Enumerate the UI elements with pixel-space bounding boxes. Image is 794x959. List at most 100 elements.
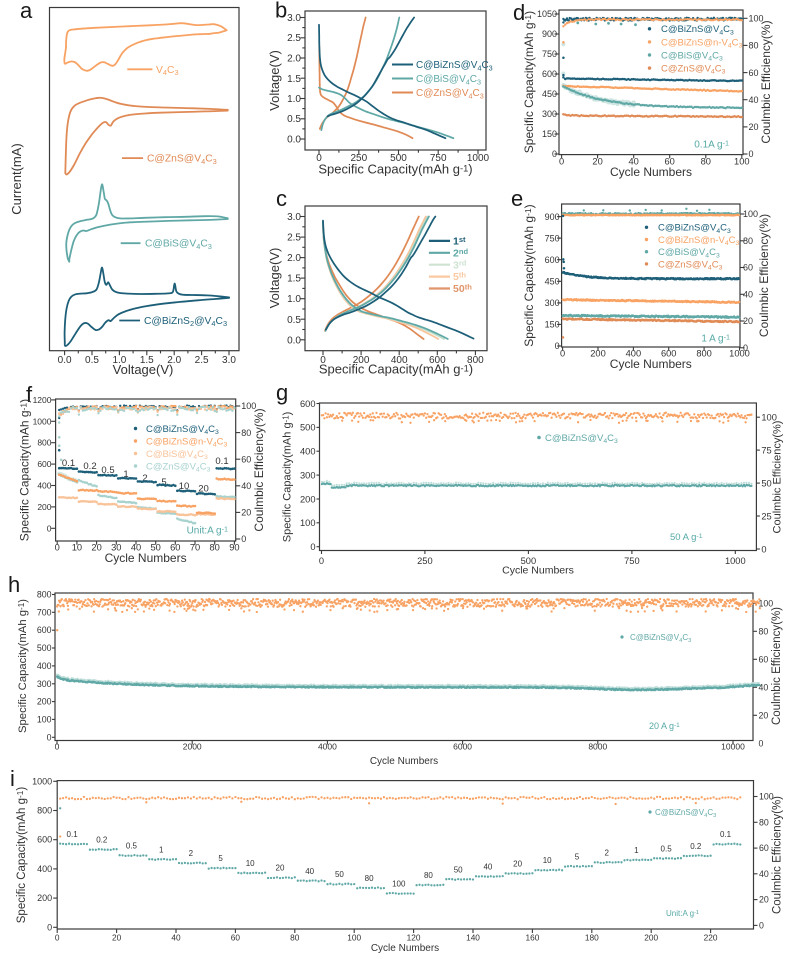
svg-text:i: i [10, 766, 15, 791]
svg-text:0: 0 [310, 542, 315, 552]
svg-text:600: 600 [37, 835, 52, 845]
svg-text:100: 100 [347, 933, 361, 943]
svg-text:40: 40 [305, 867, 314, 876]
svg-text:180: 180 [585, 933, 599, 943]
svg-text:140: 140 [466, 933, 480, 943]
svg-text:100: 100 [241, 401, 256, 411]
svg-text:1: 1 [159, 845, 164, 854]
svg-text:1.5: 1.5 [140, 355, 154, 366]
svg-text:3.0: 3.0 [287, 13, 301, 24]
svg-text:600: 600 [37, 625, 52, 635]
svg-text:Current(mA): Current(mA) [9, 143, 24, 215]
svg-text:0: 0 [241, 534, 246, 544]
svg-text:60: 60 [759, 654, 769, 664]
svg-text:0: 0 [555, 341, 560, 351]
svg-text:500: 500 [390, 153, 407, 164]
svg-text:C@BiZnS@n-V4C3: C@BiZnS@n-V4C3 [661, 37, 743, 49]
svg-text:450: 450 [542, 89, 557, 99]
svg-text:2.0: 2.0 [287, 253, 301, 264]
svg-text:0: 0 [761, 544, 766, 554]
svg-text:20: 20 [743, 316, 753, 326]
svg-text:g: g [276, 380, 288, 405]
svg-text:10: 10 [179, 481, 190, 492]
svg-text:50: 50 [761, 478, 771, 488]
svg-text:250: 250 [417, 556, 433, 566]
svg-text:Coulmbic Efficiency(%): Coulmbic Efficiency(%) [759, 20, 773, 143]
svg-text:1: 1 [123, 469, 128, 480]
svg-text:0.5: 0.5 [661, 844, 673, 853]
svg-text:20: 20 [112, 933, 122, 943]
svg-text:500: 500 [37, 643, 52, 653]
svg-text:200: 200 [300, 494, 316, 504]
svg-text:C@BiS@V4C3: C@BiS@V4C3 [145, 239, 212, 251]
svg-text:2.0: 2.0 [287, 54, 301, 65]
svg-text:300: 300 [545, 298, 560, 308]
svg-text:0: 0 [759, 920, 764, 930]
svg-text:0.1: 0.1 [62, 458, 75, 469]
svg-text:80: 80 [743, 236, 753, 246]
svg-text:200: 200 [644, 933, 658, 943]
svg-text:Cycle Numbers: Cycle Numbers [105, 551, 187, 565]
svg-text:80: 80 [749, 41, 759, 51]
svg-text:50: 50 [151, 543, 161, 553]
svg-text:40: 40 [171, 933, 181, 943]
svg-text:800: 800 [37, 438, 51, 448]
svg-text:100: 100 [761, 413, 777, 423]
svg-text:100: 100 [743, 209, 758, 219]
svg-text:750: 750 [542, 49, 557, 59]
svg-text:700: 700 [37, 607, 52, 617]
svg-text:2.5: 2.5 [287, 233, 301, 244]
svg-text:400: 400 [37, 481, 51, 491]
svg-text:C@ZnS@V4C3: C@ZnS@V4C3 [146, 461, 211, 473]
svg-text:3.0: 3.0 [222, 355, 236, 366]
svg-text:0.1: 0.1 [720, 830, 732, 839]
svg-text:Cycle Numbers: Cycle Numbers [370, 756, 438, 767]
svg-text:80: 80 [241, 428, 251, 438]
svg-text:2: 2 [604, 849, 609, 858]
svg-text:1 A g-1: 1 A g-1 [701, 332, 730, 344]
svg-text:0.5: 0.5 [126, 842, 138, 851]
svg-text:20: 20 [759, 895, 769, 905]
svg-text:600: 600 [661, 349, 677, 359]
svg-text:200: 200 [590, 349, 606, 359]
svg-text:200: 200 [37, 502, 51, 512]
svg-text:600: 600 [429, 355, 446, 366]
svg-text:C@ZnS@V4C3: C@ZnS@V4C3 [416, 88, 484, 100]
svg-text:70: 70 [190, 543, 200, 553]
svg-text:4000: 4000 [318, 742, 337, 752]
svg-text:Voltage(V): Voltage(V) [113, 362, 174, 377]
svg-text:C@BiZnS@V4C3: C@BiZnS@V4C3 [658, 223, 731, 235]
svg-text:60: 60 [231, 933, 241, 943]
svg-text:80: 80 [759, 626, 769, 636]
svg-text:20: 20 [198, 484, 209, 495]
svg-text:C@ZnS@V4C3: C@ZnS@V4C3 [658, 259, 723, 271]
svg-text:600: 600 [37, 459, 51, 469]
svg-text:Specific Capacity(mAh g-1): Specific Capacity(mAh g-1) [319, 362, 473, 377]
svg-text:80: 80 [290, 933, 300, 943]
svg-text:0: 0 [316, 153, 322, 164]
svg-text:Cycle Numbers: Cycle Numbers [610, 165, 692, 179]
svg-text:200: 200 [353, 355, 370, 366]
svg-text:20: 20 [513, 860, 522, 869]
svg-text:0.0: 0.0 [287, 335, 301, 346]
svg-text:40: 40 [131, 543, 141, 553]
svg-text:Voltage(V): Voltage(V) [267, 50, 282, 111]
svg-text:0: 0 [559, 156, 564, 166]
svg-text:80: 80 [365, 874, 374, 883]
svg-text:400: 400 [626, 349, 642, 359]
svg-text:C@BiZnS@V4C3: C@BiZnS@V4C3 [630, 633, 691, 644]
svg-text:150: 150 [545, 320, 560, 330]
svg-text:60: 60 [749, 68, 759, 78]
svg-text:900: 900 [542, 29, 557, 39]
svg-text:2.5: 2.5 [195, 355, 209, 366]
svg-text:20: 20 [592, 156, 602, 166]
svg-text:60: 60 [759, 843, 769, 853]
svg-text:h: h [8, 572, 20, 597]
svg-text:0.1: 0.1 [215, 456, 228, 467]
svg-text:100: 100 [300, 518, 316, 528]
svg-text:0: 0 [47, 523, 52, 533]
svg-text:Specific Capacity(mAh g-1): Specific Capacity(mAh g-1) [16, 787, 28, 924]
svg-text:0.2: 0.2 [83, 461, 96, 472]
svg-text:1000: 1000 [33, 416, 52, 426]
svg-text:40: 40 [629, 156, 639, 166]
